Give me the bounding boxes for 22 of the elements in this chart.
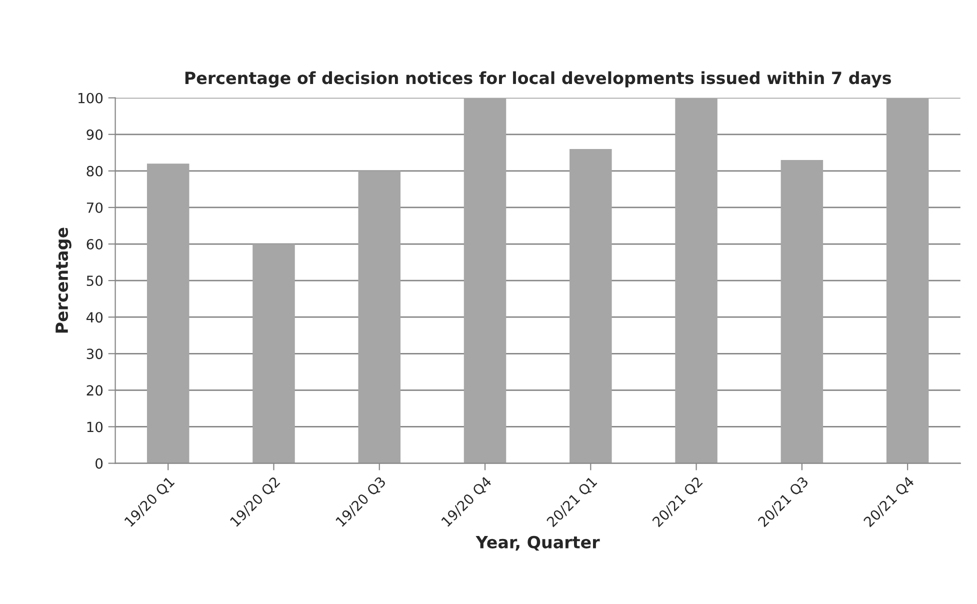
y-tick-label: 100 [78, 92, 103, 104]
bar [675, 98, 718, 464]
y-tick-label: 30 [86, 348, 103, 360]
bar [146, 164, 190, 464]
y-tick-label: 50 [86, 276, 103, 286]
bar [780, 160, 824, 464]
chart-title: Percentage of decision notices for local developments issued within 7 days [185, 71, 891, 88]
y-tick-label: 60 [86, 238, 103, 250]
bar [358, 170, 401, 464]
y-tick-label: 40 [86, 312, 103, 323]
y-tick-label: 0 [96, 458, 103, 469]
y-tick-label: 80 [86, 166, 103, 176]
bar [570, 149, 612, 464]
bar [252, 244, 295, 464]
y-tick-label: 90 [86, 129, 103, 140]
y-tick-label: 70 [86, 202, 103, 213]
bar [886, 98, 929, 464]
x-axis-title: Year, Quarter [476, 536, 600, 551]
y-tick-label: 10 [87, 422, 103, 432]
y-tick-label: 20 [86, 385, 103, 396]
bar [464, 98, 506, 464]
y-axis-title: Percentage [56, 228, 72, 333]
